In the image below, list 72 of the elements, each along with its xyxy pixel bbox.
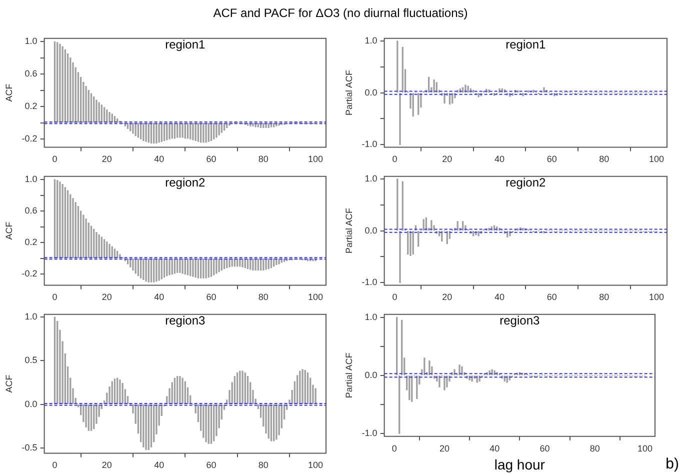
y-tick-label: 0.0 <box>364 225 378 236</box>
x-tick-label: 60 <box>206 292 216 302</box>
x-tick-label: 80 <box>258 292 268 302</box>
x-tick-label: 60 <box>206 154 216 164</box>
x-tick-label: 20 <box>442 292 452 302</box>
y-tick-label: 1.0 <box>24 36 38 46</box>
x-tick-label: 80 <box>258 154 268 164</box>
x-tick-label: 100 <box>308 154 324 164</box>
y-tick-label: -0.2 <box>22 134 38 144</box>
text: ACF and PACF for ΔO3 (no diurnal fluctuations) <box>213 6 468 20</box>
y-tick-label: 0.2 <box>24 237 38 248</box>
y-tick-label: 1.0 <box>24 174 38 184</box>
y-tick-label: -0.5 <box>22 442 38 452</box>
x-tick-label: 0 <box>52 292 58 302</box>
x-tick-label: 0 <box>392 154 398 164</box>
x-tick-label: 0 <box>52 154 58 164</box>
x-tick-label: 80 <box>599 154 610 164</box>
y-tick-label: 0.6 <box>24 206 38 216</box>
y-tick-label: -1.0 <box>362 139 378 150</box>
chart-title: region1 <box>506 38 546 52</box>
x-tick-label: 100 <box>649 154 664 164</box>
x-tick-label: 20 <box>439 443 450 454</box>
x-tick-label: 40 <box>154 292 164 302</box>
y-tick-label: -0.2 <box>22 268 38 279</box>
chart-title: region2 <box>165 176 206 190</box>
x-tick-label: 40 <box>494 154 504 164</box>
y-tick-label: 0.0 <box>364 370 378 380</box>
x-tick-label: 40 <box>494 292 504 302</box>
x-tick-label: 100 <box>637 443 652 454</box>
x-tick-label: 0 <box>392 443 397 454</box>
x-tick-label: 20 <box>102 292 112 302</box>
x-tick-label: 100 <box>308 460 324 470</box>
y-tick-label: 0.6 <box>24 68 38 79</box>
x-tick-label: 100 <box>308 292 324 302</box>
x-tick-label: 20 <box>102 154 112 164</box>
x-tick-label: 80 <box>590 443 600 454</box>
text: b) <box>666 456 679 473</box>
y-axis-title: Partial ACF <box>344 352 354 398</box>
y-tick-label: 0.2 <box>24 101 38 112</box>
x-tick-label: 80 <box>258 460 268 470</box>
y-tick-label: 0.0 <box>24 398 38 409</box>
x-tick-label: 80 <box>599 292 610 302</box>
x-tick-label: 60 <box>540 443 550 454</box>
x-tick-label: 40 <box>490 443 500 454</box>
x-tick-label: 20 <box>442 154 452 164</box>
y-tick-label: 1.0 <box>24 312 38 322</box>
x-tick-label: 0 <box>52 460 58 470</box>
x-tick-label: 60 <box>206 460 216 470</box>
chart-title: region3 <box>165 314 206 328</box>
y-axis-title: Partial ACF <box>344 208 354 254</box>
x-tick-label: 20 <box>102 460 112 470</box>
y-tick-label: 1.0 <box>364 173 378 184</box>
y-tick-label: 1.0 <box>364 312 378 322</box>
x-tick-label: 40 <box>154 460 164 470</box>
y-tick-label: 0.0 <box>364 87 378 98</box>
y-axis-title: Partial ACF <box>344 70 354 116</box>
y-tick-label: 0.5 <box>24 355 38 366</box>
y-axis-title: ACF <box>4 221 14 240</box>
x-tick-label: 40 <box>154 154 164 164</box>
x-tick-label: 60 <box>546 154 557 164</box>
x-tick-label: 0 <box>392 292 398 302</box>
x-axis-title: lag hour <box>494 456 546 472</box>
chart-title: region2 <box>506 176 546 190</box>
y-tick-label: -1.0 <box>362 277 378 288</box>
y-axis-title: ACF <box>4 83 14 102</box>
y-tick-label: 1.0 <box>364 35 378 46</box>
x-tick-label: 60 <box>546 292 557 302</box>
y-tick-label: -1.0 <box>362 428 378 438</box>
chart-title: region1 <box>165 38 206 52</box>
chart-title: region3 <box>500 314 540 328</box>
y-axis-title: ACF <box>4 374 14 393</box>
x-tick-label: 100 <box>649 292 664 302</box>
